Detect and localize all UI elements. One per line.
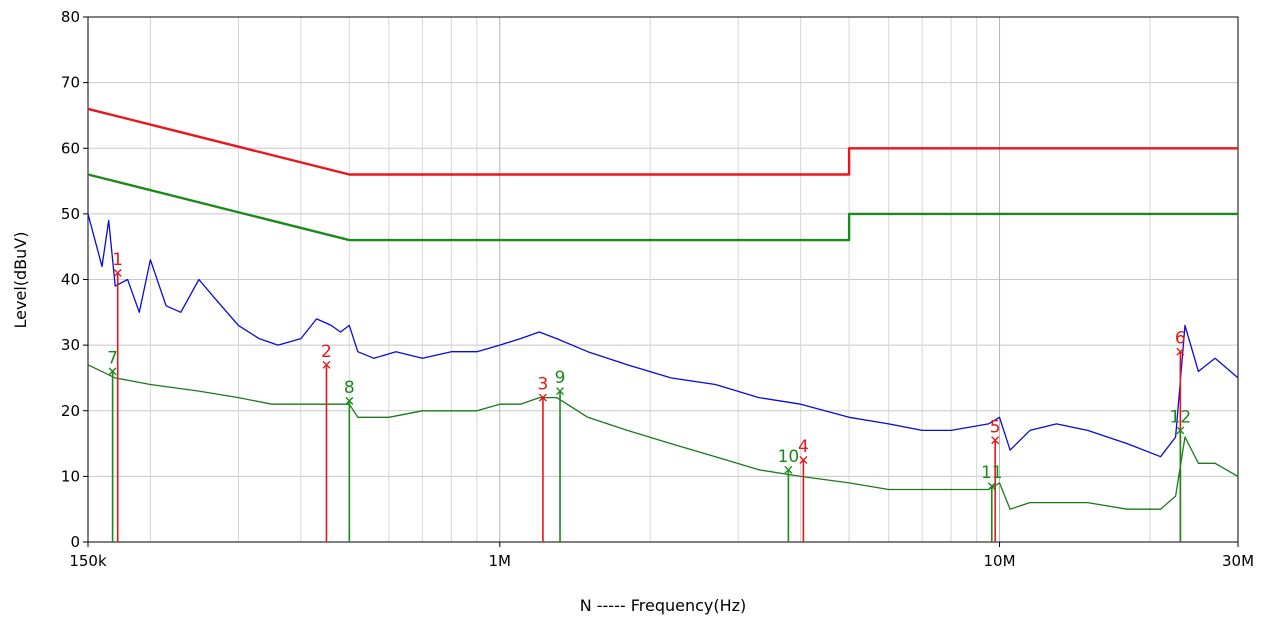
marker-label: 12 xyxy=(1170,407,1192,427)
tick-labels: 0 10 20 30 40 50 60 70 80 150k 1M 10M 30M xyxy=(61,8,1254,570)
marker-label: 1 xyxy=(112,250,123,270)
series-line-3 xyxy=(87,213,1239,458)
marker-label: 9 xyxy=(555,368,566,388)
y-axis-label: Level(dBuV) xyxy=(11,232,30,329)
y-tick-label: 70 xyxy=(61,74,80,92)
marker-cross xyxy=(556,387,565,396)
marker-label: 11 xyxy=(981,463,1003,483)
y-tick-label: 60 xyxy=(61,139,80,157)
grid xyxy=(88,17,1238,542)
marker-cross xyxy=(1176,426,1185,435)
x-tick-label: 150k xyxy=(69,552,107,570)
y-tick-label: 50 xyxy=(61,205,80,223)
marker-label: 8 xyxy=(344,378,355,398)
marker-label: 2 xyxy=(321,342,332,362)
marker-cross xyxy=(991,436,1000,445)
y-tick-label: 80 xyxy=(61,8,80,26)
marker-cross xyxy=(113,268,122,277)
marker-label: 5 xyxy=(990,417,1001,437)
marker-cross xyxy=(987,482,996,491)
marker-label: 4 xyxy=(798,437,809,457)
marker-label: 10 xyxy=(778,447,800,467)
series-line-4 xyxy=(87,364,1239,510)
y-tick-label: 30 xyxy=(61,336,80,354)
marker-label: 7 xyxy=(107,348,118,368)
y-tick-label: 10 xyxy=(61,467,80,485)
y-tick-label: 20 xyxy=(61,402,80,420)
marker-cross xyxy=(784,465,793,474)
series-line-2 xyxy=(87,173,1238,242)
x-tick-label: 1M xyxy=(489,552,512,570)
marker-cross xyxy=(1176,347,1185,356)
marker-cross xyxy=(799,455,808,464)
marker-label: 6 xyxy=(1175,329,1186,349)
marker-cross xyxy=(322,360,331,369)
marker-label: 3 xyxy=(538,375,549,395)
x-axis-label: N ----- Frequency(Hz) xyxy=(580,596,747,615)
series-layer xyxy=(87,107,1239,510)
y-tick-label: 40 xyxy=(61,271,80,289)
marker-cross xyxy=(108,367,117,376)
marker-cross xyxy=(538,393,547,402)
marker-cross xyxy=(345,396,354,405)
x-tick-label: 10M xyxy=(984,552,1016,570)
y-tick-label: 0 xyxy=(70,533,80,551)
series-line-1 xyxy=(87,107,1238,176)
x-tick-label: 30M xyxy=(1222,552,1254,570)
